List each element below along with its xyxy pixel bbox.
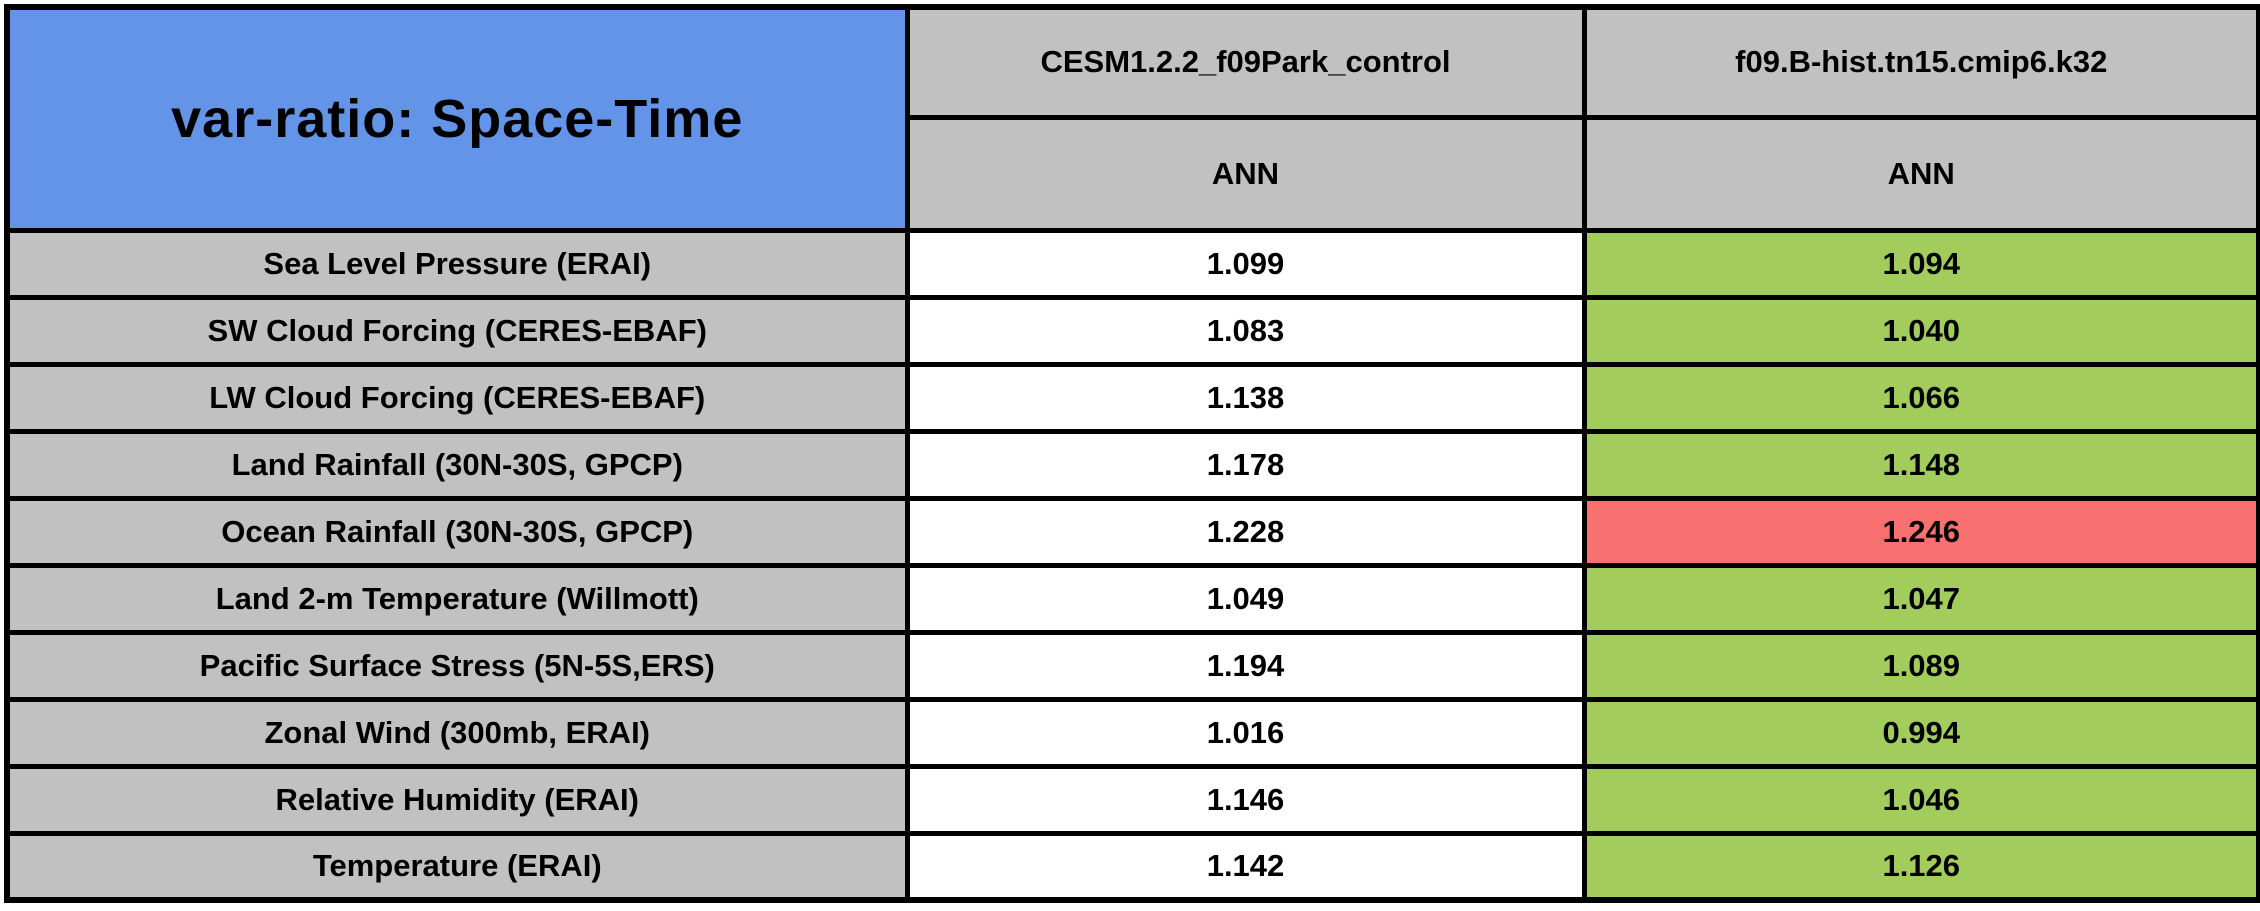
experiment-value: 1.047 xyxy=(1581,562,2260,635)
variable-label: Sea Level Pressure (ERAI) xyxy=(4,227,910,300)
variable-label: Temperature (ERAI) xyxy=(4,830,910,903)
table-row: Temperature (ERAI) 1.142 1.126 xyxy=(4,830,2260,903)
experiment-value: 1.094 xyxy=(1581,227,2260,300)
table-title: var-ratio: Space-Time xyxy=(4,4,910,233)
control-value: 1.138 xyxy=(904,361,1587,434)
column-header-experiment-model: f09.B-hist.tn15.cmip6.k32 xyxy=(1581,4,2260,120)
control-value: 1.049 xyxy=(904,562,1587,635)
variable-label: Land 2-m Temperature (Willmott) xyxy=(4,562,910,635)
header-row-seasons: ANN ANN xyxy=(7,114,2260,233)
experiment-value: 1.126 xyxy=(1581,830,2260,903)
experiment-value: 1.046 xyxy=(1581,763,2260,836)
experiment-value: 1.040 xyxy=(1581,294,2260,367)
variable-label: LW Cloud Forcing (CERES-EBAF) xyxy=(4,361,910,434)
table-row: LW Cloud Forcing (CERES-EBAF) 1.138 1.06… xyxy=(4,361,2260,434)
season-header-experiment: ANN xyxy=(1581,114,2260,233)
control-value: 1.228 xyxy=(904,495,1587,568)
variable-label: Relative Humidity (ERAI) xyxy=(4,763,910,836)
table-row: Pacific Surface Stress (5N-5S,ERS) 1.194… xyxy=(4,629,2260,702)
table-row: Zonal Wind (300mb, ERAI) 1.016 0.994 xyxy=(4,696,2260,769)
control-value: 1.016 xyxy=(904,696,1587,769)
season-header-control: ANN xyxy=(904,114,1587,233)
header-row-models: var-ratio: Space-Time CESM1.2.2_f09Park_… xyxy=(4,4,2260,233)
experiment-value: 1.089 xyxy=(1581,629,2260,702)
table-row: Sea Level Pressure (ERAI) 1.099 1.094 xyxy=(4,227,2260,300)
table-row: Land 2-m Temperature (Willmott) 1.049 1.… xyxy=(4,562,2260,635)
table-row: Relative Humidity (ERAI) 1.146 1.046 xyxy=(4,763,2260,836)
column-header-control-model: CESM1.2.2_f09Park_control xyxy=(904,4,1587,120)
table-row: Land Rainfall (30N-30S, GPCP) 1.178 1.14… xyxy=(4,428,2260,501)
experiment-value: 0.994 xyxy=(1581,696,2260,769)
control-value: 1.146 xyxy=(904,763,1587,836)
variable-label: Land Rainfall (30N-30S, GPCP) xyxy=(4,428,910,501)
control-value: 1.099 xyxy=(904,227,1587,300)
table-row: Ocean Rainfall (30N-30S, GPCP) 1.228 1.2… xyxy=(4,495,2260,568)
variable-label: SW Cloud Forcing (CERES-EBAF) xyxy=(4,294,910,367)
control-value: 1.194 xyxy=(904,629,1587,702)
experiment-value: 1.246 xyxy=(1581,495,2260,568)
control-value: 1.178 xyxy=(904,428,1587,501)
table-row: SW Cloud Forcing (CERES-EBAF) 1.083 1.04… xyxy=(4,294,2260,367)
control-value: 1.142 xyxy=(904,830,1587,903)
experiment-value: 1.148 xyxy=(1581,428,2260,501)
variable-label: Zonal Wind (300mb, ERAI) xyxy=(4,696,910,769)
variable-label: Pacific Surface Stress (5N-5S,ERS) xyxy=(4,629,910,702)
experiment-value: 1.066 xyxy=(1581,361,2260,434)
variable-label: Ocean Rainfall (30N-30S, GPCP) xyxy=(4,495,910,568)
metrics-table: var-ratio: Space-Time CESM1.2.2_f09Park_… xyxy=(4,4,2260,903)
control-value: 1.083 xyxy=(904,294,1587,367)
